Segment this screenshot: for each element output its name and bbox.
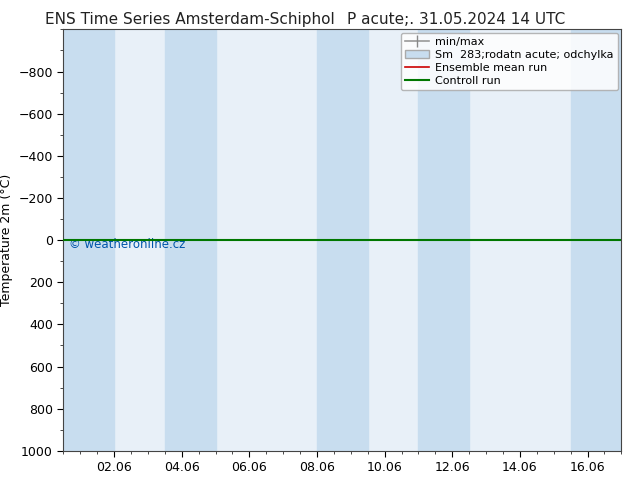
Bar [63,29,114,451]
Y-axis label: Temperature 2m (°C): Temperature 2m (°C) [0,174,13,306]
Text: P acute;. 31.05.2024 14 UTC: P acute;. 31.05.2024 14 UTC [347,12,566,27]
Legend: min/max, Sm  283;rodatn acute; odchylka, Ensemble mean run, Controll run: min/max, Sm 283;rodatn acute; odchylka, … [401,33,618,90]
Bar [571,29,621,451]
Text: ENS Time Series Amsterdam-Schiphol: ENS Time Series Amsterdam-Schiphol [45,12,335,27]
Text: © weatheronline.cz: © weatheronline.cz [69,238,185,251]
Bar [317,29,368,451]
Bar [165,29,216,451]
Bar [418,29,469,451]
